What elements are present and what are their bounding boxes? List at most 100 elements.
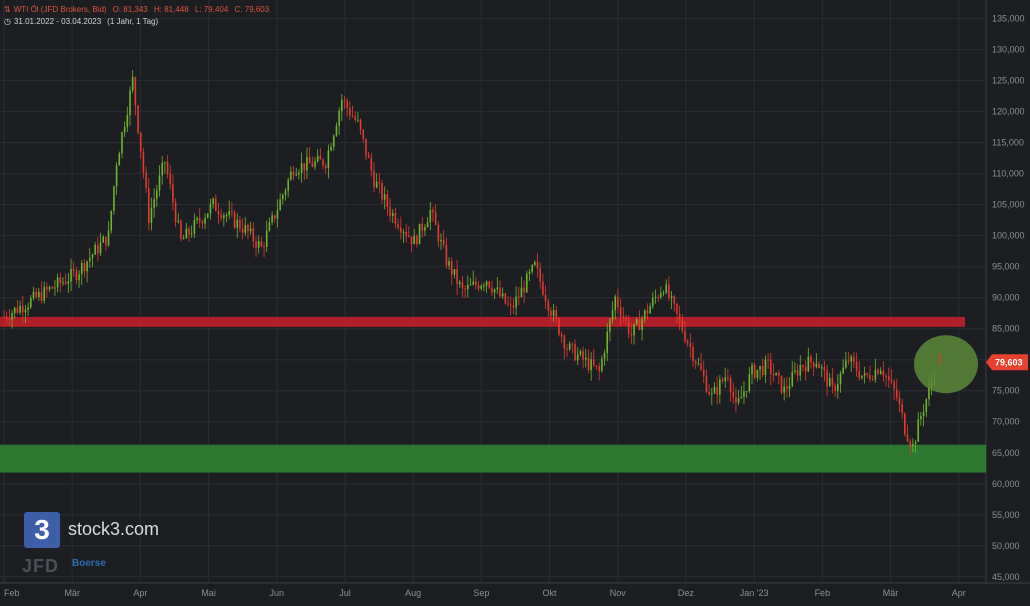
candle-body [488,281,491,288]
candle-body [727,377,729,379]
candle-body [424,227,426,231]
candle-body [139,132,142,152]
candle-body [853,356,855,362]
candle-body [327,150,330,169]
candle-body [408,235,410,237]
candle-body [399,227,402,233]
candle-body [62,281,64,283]
candle-body [788,386,791,389]
candle-body [38,291,40,297]
candle-body [804,366,807,372]
y-tick-label: 110,000 [992,169,1024,179]
candle-body [357,119,359,121]
candle-body [220,214,222,219]
candle-body [215,198,217,212]
candle-body [354,116,357,120]
candle-body [180,220,182,240]
candle-body [729,377,732,393]
candle-body [767,359,769,361]
candle-body [260,241,263,247]
candle-body [91,254,94,259]
candle-body [571,343,574,345]
candle-body [182,238,185,240]
candle-body [107,230,110,246]
candle-body [370,157,373,171]
candle-body [638,319,641,331]
candle-body [153,199,155,208]
candle-body [373,170,375,188]
candle-body [46,286,48,290]
candle-body [378,181,381,183]
candle-body [609,319,611,332]
candle-body [375,181,378,188]
candle-body [448,261,450,266]
candle-body [710,393,713,395]
candle-body [920,415,922,420]
candle-body [30,298,32,308]
candle-body [598,366,600,371]
candle-body [887,376,890,381]
candle-body [863,373,866,376]
candle-body [593,359,595,366]
candle-body [475,281,477,286]
candle-body [437,224,440,242]
candle-body [668,284,670,299]
candle-body [247,224,249,232]
candle-body [611,310,614,320]
candle-body [75,270,78,281]
candle-body [694,361,697,364]
candle-body [118,153,121,166]
candle-body [83,263,86,272]
candle-body [48,287,51,290]
candle-body [72,268,75,271]
highlight-circle [914,335,978,394]
candle-body [13,307,16,314]
candle-body [292,171,295,176]
candle-body [799,365,802,376]
x-tick-label: Apr [952,588,966,598]
candle-body [480,285,483,289]
candle-body [426,222,429,228]
candle-body [35,291,37,297]
candle-body [735,397,737,403]
candle-body [314,161,316,167]
candle-body [893,381,895,390]
x-tick-label: Aug [405,588,421,598]
candle-body [780,375,783,393]
candle-body [914,441,917,445]
candle-body [501,293,504,297]
candle-body [137,105,139,133]
candle-body [59,277,62,283]
candle-body [284,190,287,195]
candle-body [654,297,657,299]
candle-body [201,221,204,224]
candle-body [732,392,735,398]
candle-body [657,297,659,299]
candle-body [322,159,324,166]
boerse-watermark: Boerse [72,558,106,569]
candle-body [890,380,893,382]
candle-body [748,374,751,392]
candle-body [386,194,389,208]
candle-body [627,320,630,334]
candle-body [212,198,214,205]
candle-body [574,344,576,361]
candle-body [70,268,72,282]
candle-body [885,375,887,377]
candle-body [32,291,35,299]
candle-body [515,296,517,308]
candle-body [290,171,292,180]
candle-body [193,220,196,234]
candle-body [110,210,113,231]
y-tick-label: 95,000 [992,262,1020,272]
candle-body [405,232,407,236]
candle-body [874,369,877,380]
last-price-badge [986,354,1028,371]
candle-body [231,211,233,213]
y-tick-label: 130,000 [992,45,1025,55]
candle-body [56,277,59,288]
candle-body [236,219,239,228]
candle-body [534,262,536,266]
